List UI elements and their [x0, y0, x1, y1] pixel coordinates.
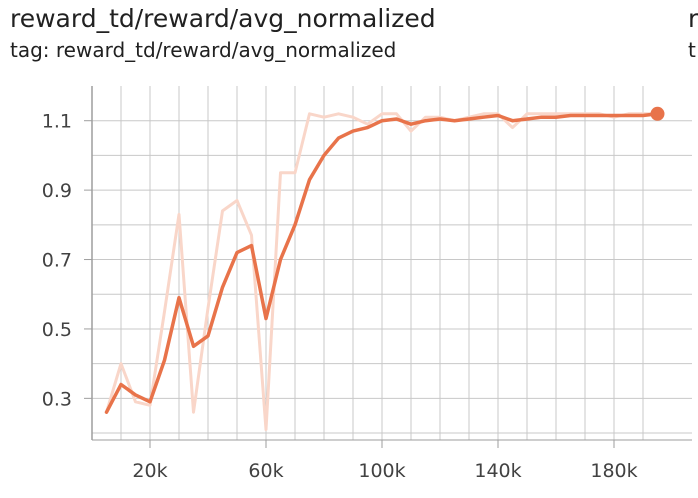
next-chart-title: r	[688, 4, 698, 33]
y-tick-label: 1.1	[42, 111, 72, 133]
chart-tag: tag: reward_td/reward/avg_normalized	[10, 38, 397, 62]
chart-title: reward_td/reward/avg_normalized	[10, 4, 436, 33]
y-tick-label: 0.7	[42, 250, 72, 272]
x-tick-label: 60k	[248, 460, 283, 482]
next-chart-tag: t	[688, 38, 696, 62]
smoothed-series-line	[104, 112, 660, 414]
x-tick-label: 100k	[358, 460, 405, 482]
raw-series-line	[105, 112, 659, 432]
x-tick-label: 20k	[132, 460, 167, 482]
x-tick-label: 140k	[474, 460, 521, 482]
y-tick-label: 0.5	[42, 319, 72, 341]
y-tick-label: 0.3	[42, 388, 72, 410]
last-point-marker	[650, 106, 665, 121]
x-tick-label: 180k	[590, 460, 637, 482]
y-tick-label: 0.9	[42, 180, 72, 202]
